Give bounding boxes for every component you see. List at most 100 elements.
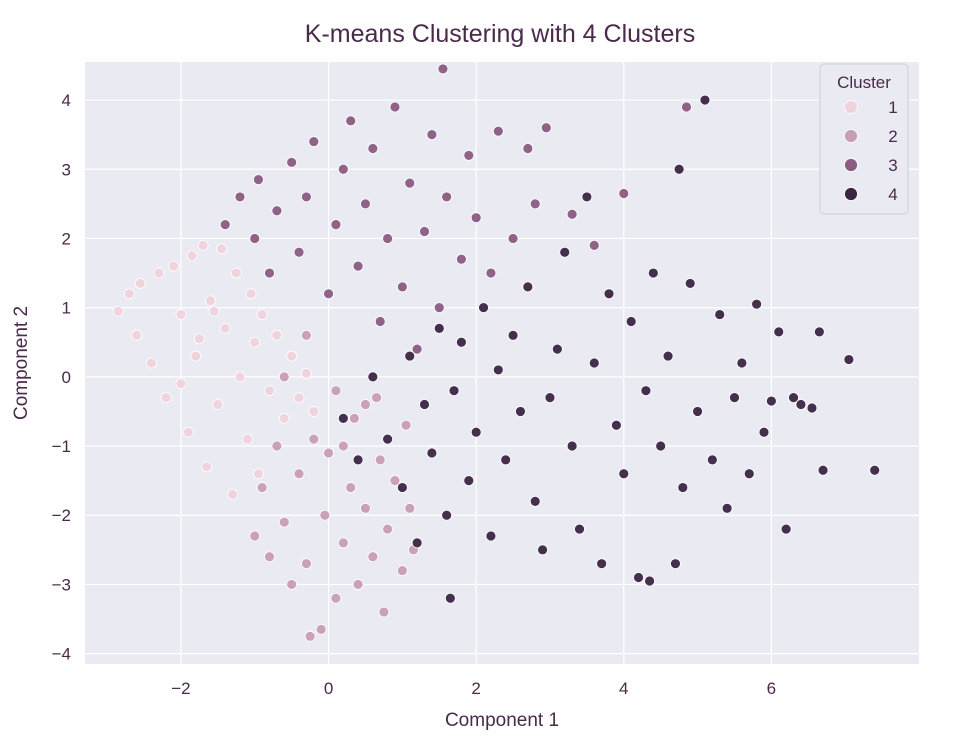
x-tick-label: 4 <box>619 679 628 698</box>
x-axis-label: Component 1 <box>445 710 559 731</box>
data-point <box>360 503 370 513</box>
legend-entry: 1 <box>888 98 897 117</box>
data-point <box>397 483 407 493</box>
data-point <box>368 143 378 153</box>
y-tick-label: −4 <box>52 645 71 664</box>
data-point <box>294 469 304 479</box>
data-point <box>265 552 275 562</box>
data-point <box>169 261 179 271</box>
data-point <box>486 531 496 541</box>
data-point <box>294 393 304 403</box>
data-point <box>405 351 415 361</box>
data-point <box>113 306 123 316</box>
data-point <box>331 593 341 603</box>
data-point <box>471 427 481 437</box>
data-point <box>324 448 334 458</box>
data-point <box>434 323 444 333</box>
data-point <box>135 278 145 288</box>
data-point <box>294 247 304 257</box>
data-point <box>257 310 267 320</box>
data-point <box>619 469 629 479</box>
data-point <box>320 510 330 520</box>
data-point <box>360 400 370 410</box>
data-point <box>682 102 692 112</box>
data-point <box>205 296 215 306</box>
legend-entry: 4 <box>888 185 897 204</box>
data-point <box>523 143 533 153</box>
data-point <box>508 233 518 243</box>
data-point <box>194 334 204 344</box>
data-point <box>265 386 275 396</box>
data-point <box>796 400 806 410</box>
data-point <box>641 386 651 396</box>
data-point <box>301 368 311 378</box>
data-point <box>242 434 252 444</box>
data-point <box>265 268 275 278</box>
data-point <box>183 427 193 437</box>
data-point <box>331 386 341 396</box>
data-point <box>217 244 227 254</box>
data-point <box>582 192 592 202</box>
legend-title: Cluster <box>837 73 891 92</box>
data-point <box>187 251 197 261</box>
data-point <box>589 358 599 368</box>
data-point <box>235 372 245 382</box>
legend-marker <box>845 101 858 114</box>
data-point <box>449 386 459 396</box>
data-point <box>752 299 762 309</box>
data-point <box>338 441 348 451</box>
data-point <box>442 510 452 520</box>
data-point <box>397 566 407 576</box>
data-point <box>301 559 311 569</box>
data-point <box>360 199 370 209</box>
x-tick-labels: −2 0 2 4 6 <box>171 679 776 698</box>
data-point <box>176 310 186 320</box>
data-point <box>220 323 230 333</box>
data-point <box>379 607 389 617</box>
data-point <box>434 303 444 313</box>
x-tick-label: −2 <box>171 679 190 698</box>
data-point <box>442 192 452 202</box>
data-point <box>309 434 319 444</box>
data-point <box>574 524 584 534</box>
data-point <box>456 337 466 347</box>
data-point <box>353 261 363 271</box>
data-point <box>456 254 466 264</box>
y-tick-label: 1 <box>62 299 71 318</box>
data-point <box>552 344 562 354</box>
data-point <box>213 400 223 410</box>
data-point <box>619 188 629 198</box>
data-point <box>685 278 695 288</box>
data-point <box>250 233 260 243</box>
data-point <box>383 434 393 444</box>
data-point <box>715 310 725 320</box>
data-point <box>316 624 326 634</box>
data-point <box>545 393 555 403</box>
data-point <box>368 372 378 382</box>
data-point <box>124 289 134 299</box>
y-tick-label: −3 <box>52 575 71 594</box>
data-point <box>766 396 776 406</box>
legend-marker <box>845 188 858 201</box>
data-point <box>604 289 614 299</box>
y-tick-label: −1 <box>52 437 71 456</box>
data-point <box>228 489 238 499</box>
legend-marker <box>845 130 858 143</box>
data-point <box>560 247 570 257</box>
data-point <box>349 413 359 423</box>
y-tick-label: 0 <box>62 368 71 387</box>
data-point <box>807 403 817 413</box>
data-point <box>412 538 422 548</box>
data-point <box>272 330 282 340</box>
data-point <box>235 192 245 202</box>
data-point <box>161 393 171 403</box>
data-point <box>132 330 142 340</box>
data-point <box>338 413 348 423</box>
data-point <box>523 282 533 292</box>
y-tick-label: 2 <box>62 229 71 248</box>
data-point <box>253 175 263 185</box>
data-point <box>781 524 791 534</box>
data-point <box>331 220 341 230</box>
data-point <box>737 358 747 368</box>
x-tick-label: 2 <box>471 679 480 698</box>
